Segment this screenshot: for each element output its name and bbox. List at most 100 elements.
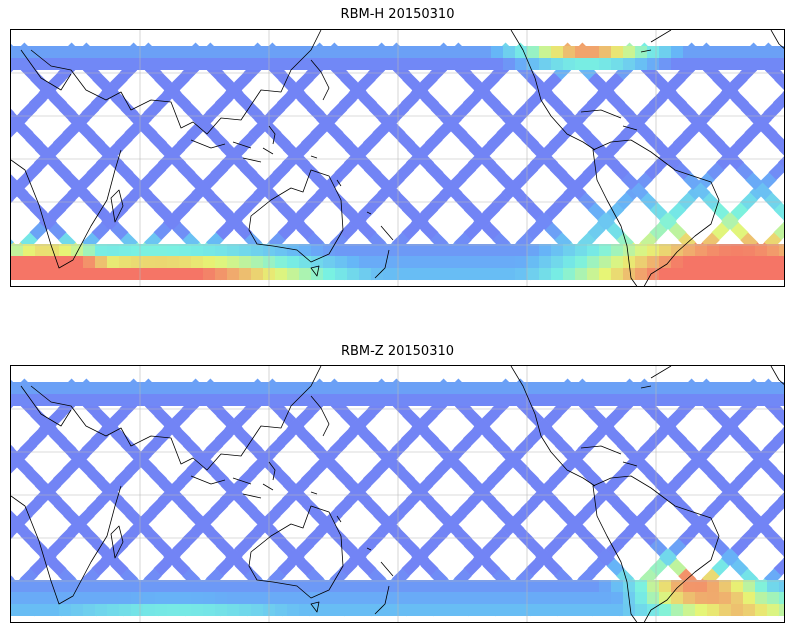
swath-tile [359,268,371,280]
swath-tile [167,46,179,58]
swath-tile [311,592,323,604]
swath-tile [731,580,743,592]
swath-tile [53,162,72,181]
swath-tile [773,202,784,221]
swath-tile [48,408,66,427]
swath-tile [407,394,419,406]
swath-tile [683,394,695,406]
swath-tile [767,268,779,280]
swath-tile [551,394,563,406]
swath-tile [779,46,784,58]
swath-tile [163,212,181,231]
swath-tile [134,518,153,537]
coastline [110,525,124,559]
swath-tile [230,488,248,507]
swath-tile [688,448,706,467]
swath-tile [515,592,527,604]
swath-tile [630,182,649,201]
swath-tile [227,58,239,70]
swath-tile [167,604,179,616]
swath-tile [711,428,729,447]
swath-tile [731,46,743,58]
swath-tile [731,428,749,447]
swath-tile [299,382,311,394]
coastline [248,169,344,263]
swath-tile [339,558,358,577]
swath-tile [11,508,19,527]
swath-tile [148,498,167,517]
swath-tile [530,142,549,161]
swath-tile [177,468,195,487]
swath-tile [143,46,155,58]
swath-tile [587,268,599,280]
swath-tile [487,498,506,517]
swath-tile [419,268,431,280]
swath-tile [578,528,596,547]
swath-tile [131,46,143,58]
swath-tile [316,448,334,467]
swath-tile [503,256,515,268]
swath-tile [167,580,179,592]
swath-tile [168,152,186,171]
swath-tile [711,558,730,577]
swath-tile [425,132,443,151]
swath-tile [172,202,191,221]
swath-tile [23,382,35,394]
swath-tile [191,58,203,70]
swath-tile [695,46,707,58]
swath-tile [721,82,740,101]
swath-tile [431,394,443,406]
swath-tile [458,162,477,181]
swath-tile [587,244,599,256]
swath-tile [323,604,335,616]
swath-tile [179,58,191,70]
swath-tile [640,528,658,547]
swath-tile [35,394,47,406]
swath-tile [664,488,682,507]
swath-tile [635,256,647,268]
swath-tile [735,132,753,151]
swath-tile [659,592,671,604]
swath-tile [368,528,386,547]
swath-tile [119,268,131,280]
swath-tile [551,592,563,604]
swath-tile [544,202,563,221]
swath-tile [740,192,758,211]
swath-tile [359,244,371,256]
swath-tile [407,244,419,256]
swath-tile [244,192,262,211]
swath-tile [91,222,110,241]
swath-tile [588,408,606,427]
swath-tile [587,538,606,557]
swath-tile [683,508,701,527]
swath-tile [287,548,305,567]
swath-tile [115,468,133,487]
swath-tile [630,518,649,537]
swath-tile [755,268,767,280]
swath-tile [479,394,491,406]
swath-tile [86,162,105,181]
swath-tile [611,244,623,256]
swath-tile [731,592,743,604]
swath-tile [335,132,353,151]
swath-tile [382,182,401,201]
swath-tile [119,58,131,70]
swath-tile [575,592,587,604]
swath-tile [131,268,143,280]
swath-tile [773,222,784,241]
swath-tile [34,478,53,497]
swath-tile [491,580,503,592]
swath-tile [149,468,167,487]
swath-tile [743,256,755,268]
swath-tile [779,580,784,592]
swath-tile [707,580,719,592]
swath-tile [673,498,692,517]
swath-tile [371,580,383,592]
swath-tile [754,182,773,201]
swath-tile [587,558,606,577]
swath-tile [359,592,371,604]
swath-tile [227,268,239,280]
swath-tile [695,268,707,280]
swath-tile [25,132,43,151]
swath-tile [683,58,695,70]
